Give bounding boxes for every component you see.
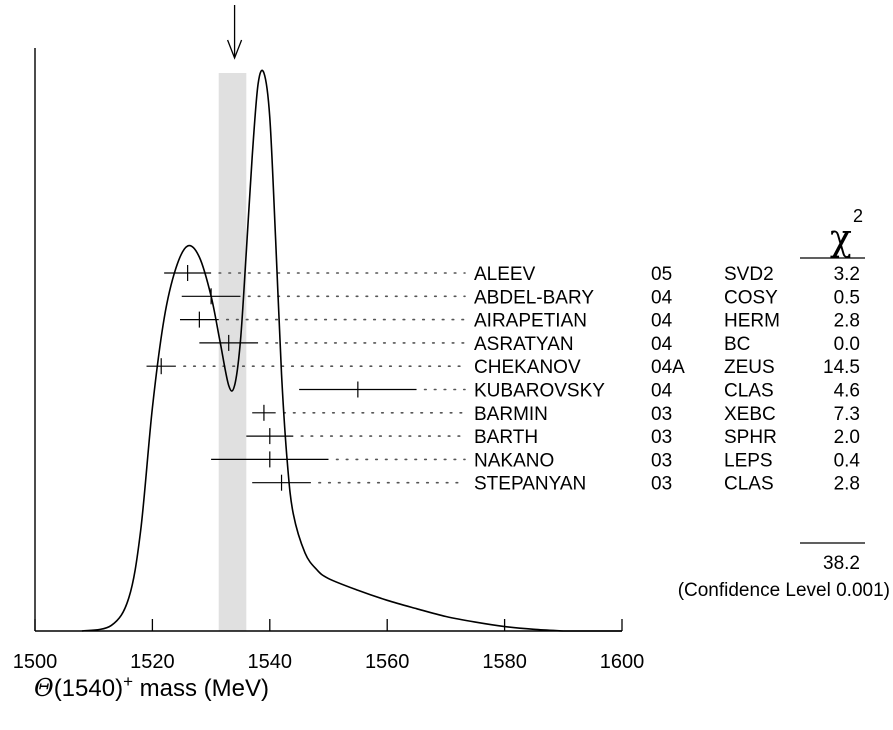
row-experiment: CLAS — [724, 474, 774, 495]
row-year: 05 — [651, 264, 672, 285]
data-points — [146, 265, 417, 491]
row-experiment: BC — [724, 334, 750, 355]
row-experiment: CLAS — [724, 381, 774, 402]
row-chi2: 7.3 — [834, 404, 860, 425]
row-experiment: LEPS — [724, 450, 773, 471]
row-author: KUBAROVSKY — [474, 381, 605, 402]
arrow-marker — [226, 5, 243, 60]
row-chi2: 2.8 — [834, 474, 860, 495]
row-experiment: SPHR — [724, 427, 777, 448]
x-axis-title: Θ(1540)+ mass (MeV) — [34, 672, 269, 703]
row-chi2: 2.0 — [834, 427, 860, 448]
row-year: 04 — [651, 381, 673, 402]
x-tick-label: 1560 — [365, 651, 410, 673]
row-experiment: SVD2 — [724, 264, 774, 285]
x-axis-title-unit: mass (MeV) — [133, 675, 270, 702]
row-author: NAKANO — [474, 450, 554, 471]
x-axis-title-symbol: Θ — [34, 674, 54, 702]
chi2-symbol: χ — [830, 218, 852, 259]
row-experiment: COSY — [724, 287, 778, 308]
row-chi2: 0.0 — [834, 334, 860, 355]
row-year: 04 — [651, 287, 673, 308]
row-experiment: XEBC — [724, 404, 776, 425]
x-axis-title-superscript: + — [123, 672, 133, 691]
row-year: 04 — [651, 311, 673, 332]
row-chi2: 2.8 — [834, 311, 860, 332]
row-year: 03 — [651, 404, 672, 425]
dotted-leaders — [183, 272, 466, 484]
row-year: 04 — [651, 334, 673, 355]
row-author: ASRATYAN — [474, 334, 574, 355]
x-tick-label: 1520 — [130, 651, 175, 673]
x-tick-label: 1580 — [482, 651, 527, 673]
x-axis-ticks: 1500 1520 1540 1560 1580 1600 — [13, 619, 645, 673]
entries-table: ALEEV 05 SVD2 3.2 ABDEL-BARY 04 COSY 0.5 AIRAPET… — [474, 264, 860, 495]
x-tick-label: 1500 — [13, 651, 58, 673]
row-author: BARTH — [474, 427, 538, 448]
row-author: BARMIN — [474, 404, 548, 425]
row-author: ABDEL-BARY — [474, 287, 594, 308]
chi2-superscript: 2 — [853, 206, 863, 226]
row-year: 03 — [651, 450, 672, 471]
row-experiment: ZEUS — [724, 357, 775, 378]
row-author: AIRAPETIAN — [474, 311, 587, 332]
chi2-header: χ 2 — [830, 206, 863, 259]
row-author: CHEKANOV — [474, 357, 581, 378]
chi2-total: 38.2 — [823, 553, 860, 574]
row-chi2: 14.5 — [823, 357, 860, 378]
ideogram-curve — [81, 69, 622, 632]
row-chi2: 0.5 — [834, 287, 860, 308]
row-author: ALEEV — [474, 264, 536, 285]
row-year: 03 — [651, 427, 672, 448]
row-experiment: HERM — [724, 311, 780, 332]
x-tick-label: 1600 — [600, 651, 645, 673]
row-chi2: 4.6 — [834, 381, 860, 402]
x-tick-label: 1540 — [248, 651, 293, 673]
confidence-level: (Confidence Level 0.001) — [678, 580, 890, 601]
highlight-band — [218, 73, 247, 631]
row-year: 03 — [651, 474, 672, 495]
x-axis-title-label: (1540) — [53, 675, 124, 702]
row-author: STEPANYAN — [474, 474, 586, 495]
row-chi2: 3.2 — [834, 264, 860, 285]
row-year: 04A — [651, 357, 685, 378]
row-chi2: 0.4 — [834, 450, 861, 471]
arrow-head — [226, 39, 243, 60]
